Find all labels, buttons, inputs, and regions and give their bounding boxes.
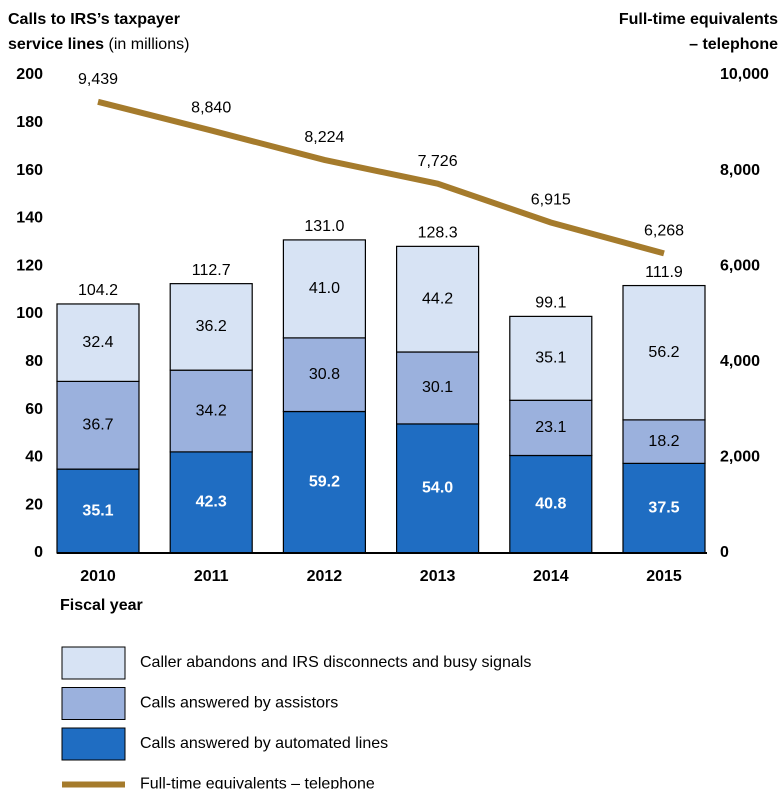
bar-value-label: 30.8 xyxy=(309,366,340,383)
y-tick-label: 80 xyxy=(25,353,43,370)
y-tick-label: 100 xyxy=(16,305,43,322)
bar-segment xyxy=(622,462,706,554)
bar-segment xyxy=(56,380,140,470)
bar-value-label: 44.2 xyxy=(422,290,453,307)
bar-segment xyxy=(169,283,253,371)
bar-value-label: 56.2 xyxy=(648,344,679,361)
legend-label: Calls answered by automated lines xyxy=(140,735,388,752)
total-label: 131.0 xyxy=(304,218,344,235)
y-tick-label: 160 xyxy=(16,162,43,179)
bar-segment xyxy=(396,245,480,353)
y-axis-label: Calls to IRS’s taxpayer xyxy=(8,11,180,28)
bar-segment xyxy=(622,284,706,421)
total-label: 99.1 xyxy=(535,295,566,312)
line-value-label: 7,726 xyxy=(418,153,458,170)
y-tick-label: 40 xyxy=(25,449,43,466)
x-tick-label: 2013 xyxy=(420,568,456,585)
x-tick-label: 2014 xyxy=(533,568,569,585)
bar-value-label: 40.8 xyxy=(535,495,566,512)
bar-segment xyxy=(169,369,253,453)
bar-value-label: 35.1 xyxy=(535,350,566,367)
y2-tick-label: 0 xyxy=(720,544,729,561)
bar-segment xyxy=(622,419,706,464)
x-axis-label: Fiscal year xyxy=(60,597,143,614)
x-tick-label: 2011 xyxy=(194,568,229,585)
total-label: 128.3 xyxy=(418,225,458,242)
bar-value-label: 36.2 xyxy=(196,318,227,335)
y2-axis-label: – telephone xyxy=(689,36,778,53)
legend-swatch xyxy=(61,646,126,680)
bar-value-label: 23.1 xyxy=(535,419,566,436)
bar-value-label: 54.0 xyxy=(422,480,453,497)
bar-value-label: 41.0 xyxy=(309,280,340,297)
y-tick-label: 120 xyxy=(16,257,43,274)
legend-swatch xyxy=(61,727,126,761)
bar-segment xyxy=(169,451,253,554)
y2-tick-label: 4,000 xyxy=(720,353,760,370)
y-tick-label: 200 xyxy=(16,66,43,83)
total-label: 104.2 xyxy=(78,282,118,299)
bar-segment xyxy=(56,468,140,554)
x-tick-label: 2010 xyxy=(80,568,116,585)
bar-segment xyxy=(282,239,366,339)
y-tick-label: 20 xyxy=(25,496,43,513)
bar-value-label: 32.4 xyxy=(82,334,113,351)
line-value-label: 9,439 xyxy=(78,71,118,88)
y2-axis-label: Full-time equivalents xyxy=(619,11,778,28)
bar-value-label: 35.1 xyxy=(82,502,113,519)
bar-value-label: 59.2 xyxy=(309,473,340,490)
total-label: 111.9 xyxy=(645,264,683,281)
bar-value-label: 34.2 xyxy=(196,402,227,419)
bar-value-label: 37.5 xyxy=(648,499,679,516)
y-tick-label: 140 xyxy=(16,210,43,227)
legend-label: Calls answered by assistors xyxy=(140,695,338,712)
y-axis-label-line: service lines xyxy=(8,36,104,53)
bar-segment xyxy=(509,454,593,554)
y2-tick-label: 2,000 xyxy=(720,449,760,466)
y2-tick-label: 8,000 xyxy=(720,162,760,179)
y-axis-label-note: (in millions) xyxy=(109,36,190,53)
line-value-label: 8,840 xyxy=(191,100,231,117)
line xyxy=(97,98,665,257)
x-tick-label: 2015 xyxy=(646,568,682,585)
bar-segment xyxy=(396,351,480,425)
y-tick-label: 0 xyxy=(34,544,43,561)
y-tick-label: 60 xyxy=(25,401,43,418)
total-label: 112.7 xyxy=(192,262,231,279)
bar-segment xyxy=(56,303,140,382)
y2-tick-label: 6,000 xyxy=(720,257,760,274)
bar-value-label: 18.2 xyxy=(648,433,679,450)
bar-value-label: 36.7 xyxy=(82,416,113,433)
y2-tick-label: 10,000 xyxy=(720,66,769,83)
bar-segment xyxy=(282,337,366,413)
bar-value-label: 30.1 xyxy=(422,379,453,396)
bar-segment xyxy=(509,315,593,401)
line-value-label: 6,268 xyxy=(644,223,684,240)
legend-swatch xyxy=(61,687,126,720)
line-value-label: 8,224 xyxy=(304,129,344,146)
legend-label: Caller abandons and IRS disconnects and … xyxy=(140,654,531,671)
y-tick-label: 180 xyxy=(16,114,43,131)
line-value-label: 6,915 xyxy=(531,192,571,209)
bar-segment xyxy=(396,423,480,554)
legend-label: Full-time equivalents – telephone xyxy=(140,776,375,789)
bar-value-label: 42.3 xyxy=(196,494,227,511)
x-tick-label: 2012 xyxy=(307,568,343,585)
y-axis-label: service lines (in millions) xyxy=(8,36,189,53)
